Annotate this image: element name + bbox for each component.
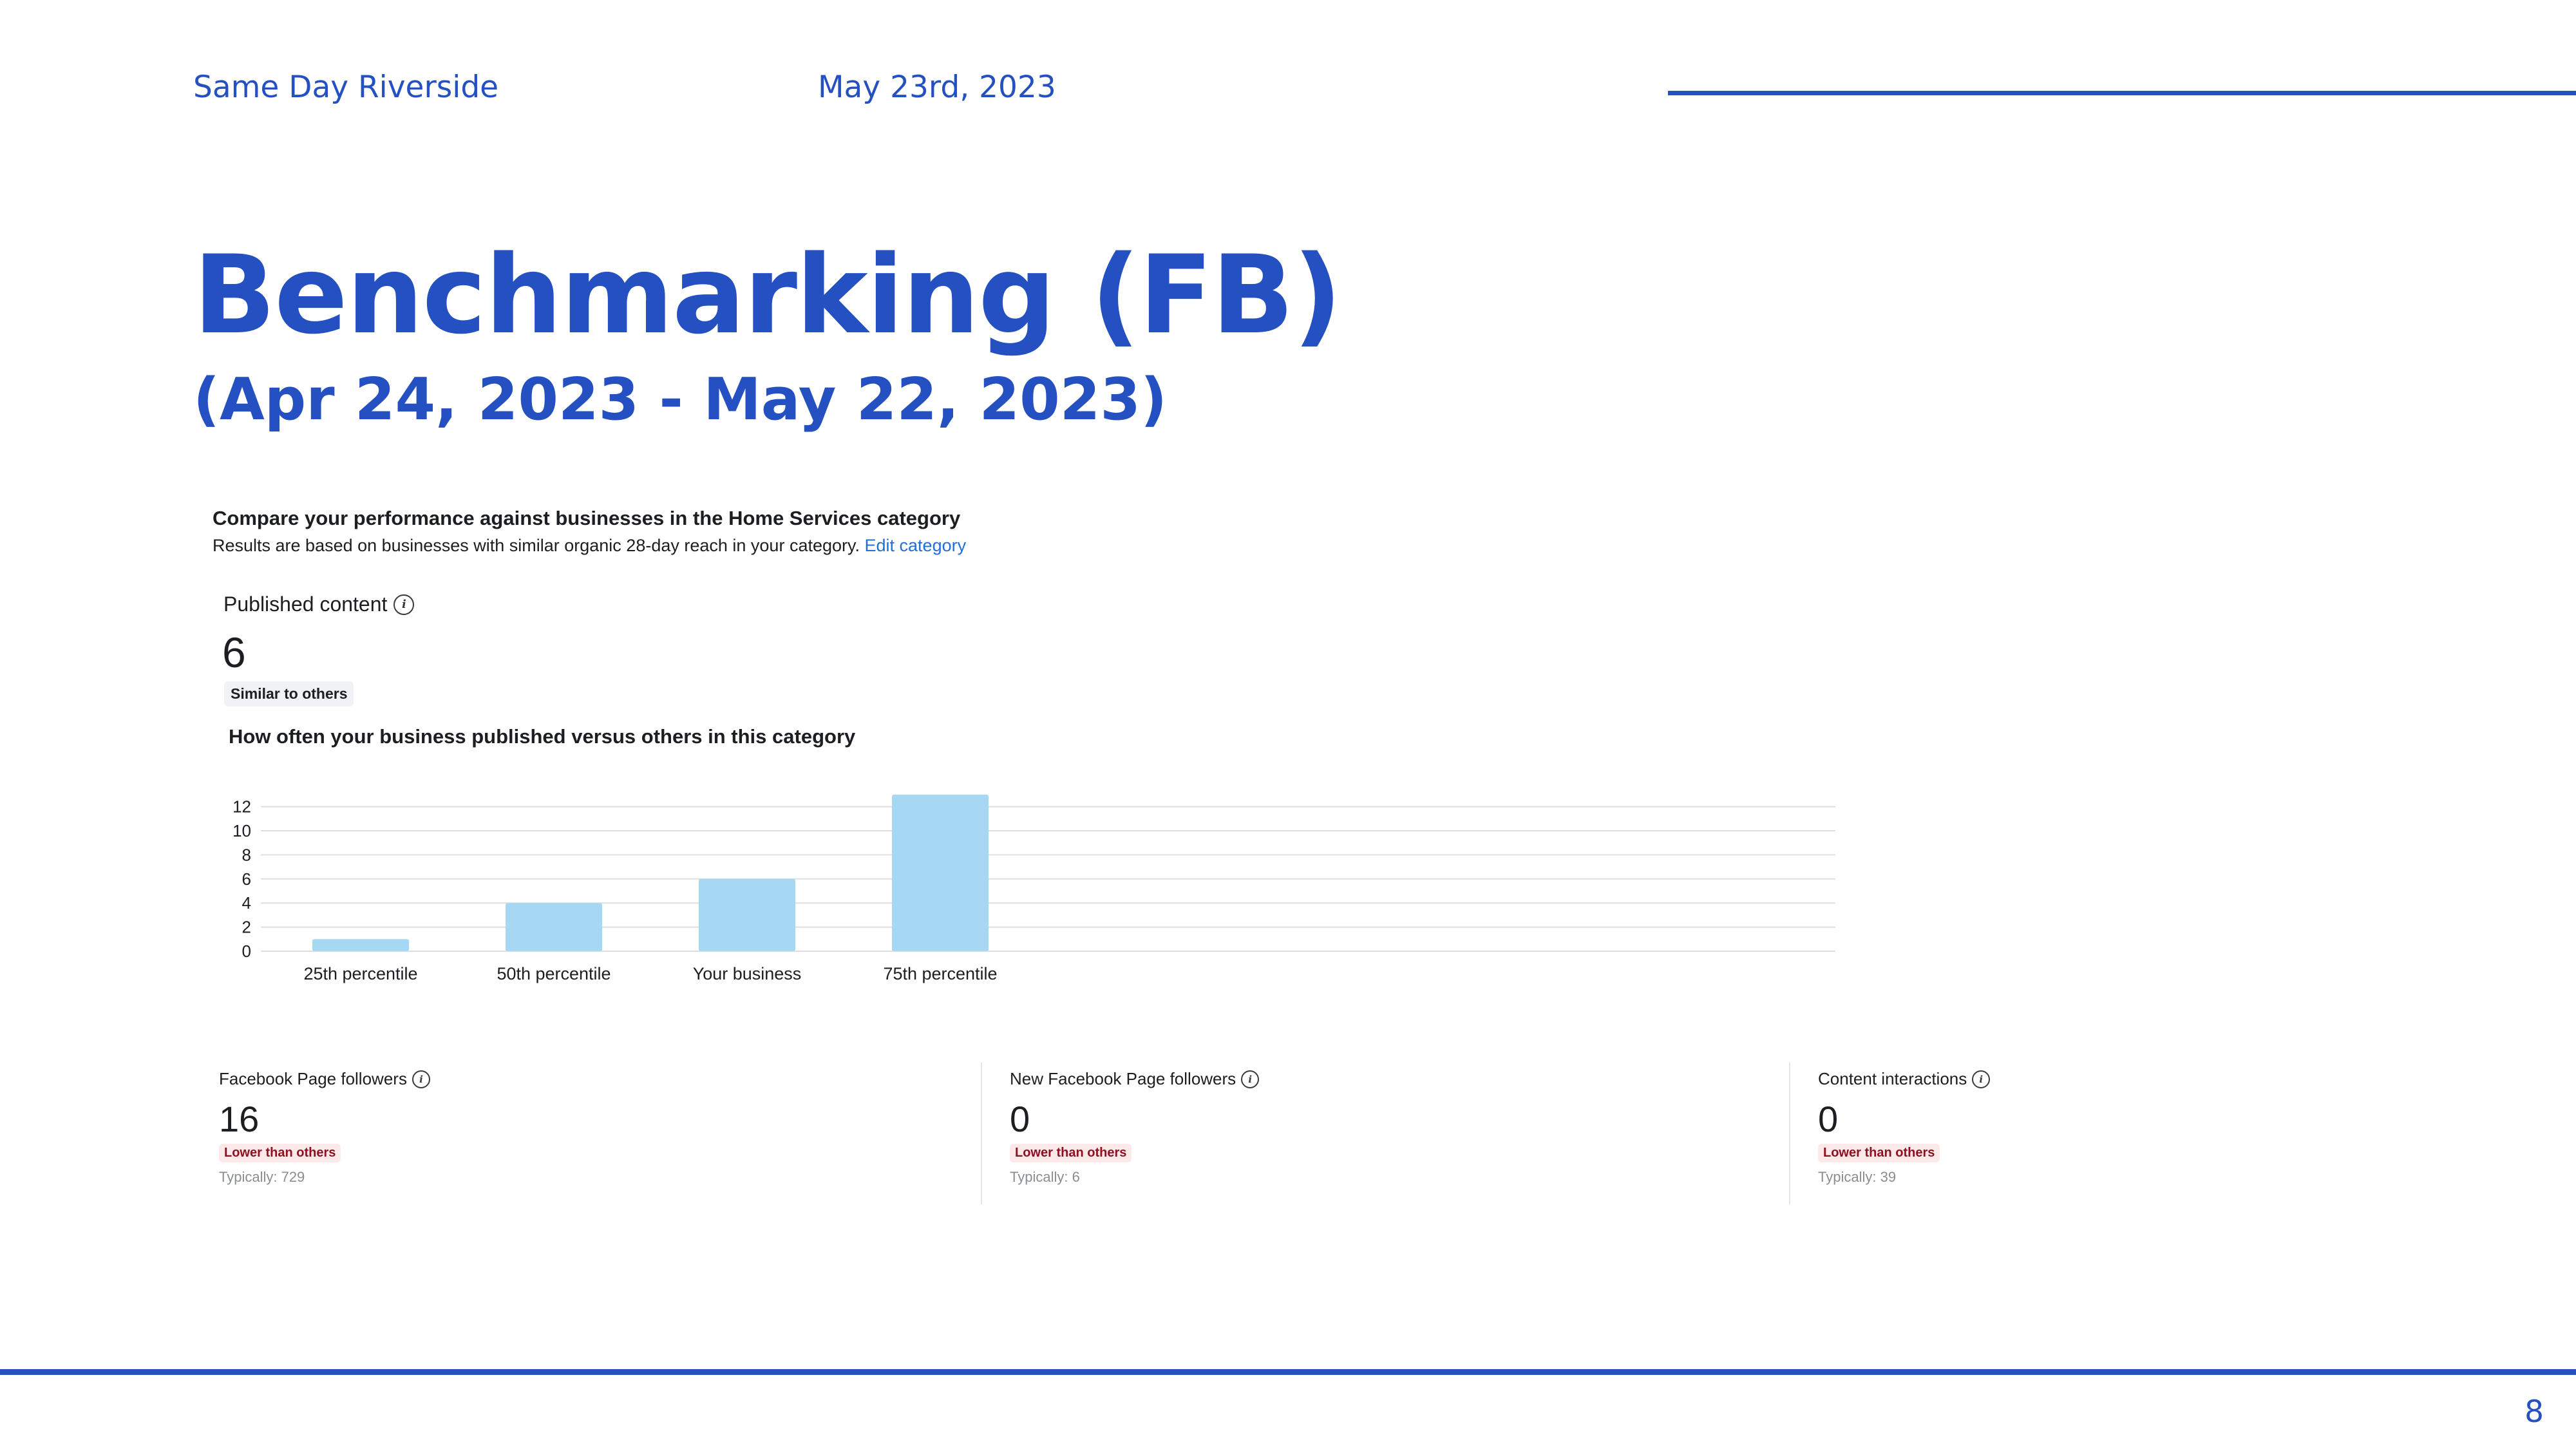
chart-y-tick-label: 12 (232, 797, 251, 817)
chart-y-tick-label: 10 (232, 821, 251, 840)
chart-bar[interactable] (699, 878, 795, 951)
metric-content-interactions: Content interactions i 0 Lower than othe… (1818, 1069, 1991, 1186)
published-content-label: Published content i (223, 592, 415, 616)
metric-divider (1789, 1063, 1790, 1204)
metric-label-row: Facebook Page followers i (219, 1069, 430, 1089)
chart-bar[interactable] (892, 794, 989, 951)
published-content-label-text: Published content (223, 592, 388, 616)
chart-x-tick-label: 25th percentile (303, 964, 417, 983)
metric-divider (981, 1063, 982, 1204)
metric-badge: Lower than others (219, 1144, 341, 1162)
metric-facebook-page-followers: Facebook Page followers i 16 Lower than … (219, 1069, 430, 1186)
page-number: 8 (2524, 1394, 2544, 1430)
metric-label: Content interactions (1818, 1069, 1967, 1088)
metric-value: 0 (1010, 1099, 1030, 1139)
chart-y-tick-label: 2 (242, 918, 251, 937)
metric-value: 0 (1818, 1099, 1839, 1139)
chart-y-ticks: 0 2 4 6 8 10 12 (232, 797, 251, 961)
metric-value: 16 (219, 1099, 260, 1139)
chart-x-tick-label: 75th percentile (883, 964, 997, 983)
compare-subtext: Results are based on businesses with sim… (213, 536, 966, 556)
slide-title: Benchmarking (FB) (193, 232, 1342, 358)
metric-label: Facebook Page followers (219, 1069, 407, 1088)
info-icon[interactable]: i (1241, 1070, 1260, 1088)
chart-bar[interactable] (506, 903, 602, 951)
chart-y-tick-label: 0 (242, 942, 251, 961)
metric-new-facebook-page-followers: New Facebook Page followers i 0 Lower th… (1010, 1069, 1260, 1186)
metric-badge: Lower than others (1010, 1144, 1132, 1162)
chart-x-tick-label: Your business (693, 964, 802, 983)
metric-label-row: New Facebook Page followers i (1010, 1069, 1260, 1089)
published-content-value: 6 (222, 629, 246, 676)
metric-badge: Lower than others (1818, 1144, 1940, 1162)
footer-rule (0, 1369, 2576, 1375)
published-content-badge: Similar to others (224, 681, 354, 706)
compare-subtext-body: Results are based on businesses with sim… (213, 536, 860, 555)
metric-label-row: Content interactions i (1818, 1069, 1991, 1089)
compare-heading: Compare your performance against busines… (213, 507, 961, 529)
chart-y-tick-label: 4 (242, 893, 251, 913)
info-icon[interactable]: i (412, 1070, 430, 1088)
metric-typical: Typically: 6 (1010, 1169, 1080, 1185)
chart-x-tick-label: 50th percentile (497, 964, 611, 983)
chart-x-ticks: 25th percentile 50th percentile Your busin… (303, 964, 997, 983)
report-date: May 23rd, 2023 (818, 70, 1056, 105)
metric-typical: Typically: 39 (1818, 1169, 1897, 1185)
chart-y-tick-label: 6 (242, 869, 251, 889)
brand-name: Same Day Riverside (193, 70, 499, 105)
metric-typical: Typically: 729 (219, 1169, 305, 1185)
edit-category-link[interactable]: Edit category (864, 536, 967, 555)
chart-y-tick-label: 8 (242, 845, 251, 864)
publishing-bar-chart: 0 2 4 6 8 10 12 25th percentile 50th percentile… (232, 794, 1835, 983)
header-rule (1668, 91, 2576, 95)
chart-gridlines (261, 806, 1835, 952)
chart-bars (312, 794, 989, 951)
chart-heading: How often your business published versus… (229, 725, 856, 748)
info-icon[interactable]: i (393, 594, 415, 615)
info-icon[interactable]: i (1972, 1070, 1991, 1088)
metric-label: New Facebook Page followers (1010, 1069, 1236, 1088)
slide-date-range: (Apr 24, 2023 - May 22, 2023) (193, 366, 1168, 433)
chart-bar[interactable] (312, 939, 409, 951)
